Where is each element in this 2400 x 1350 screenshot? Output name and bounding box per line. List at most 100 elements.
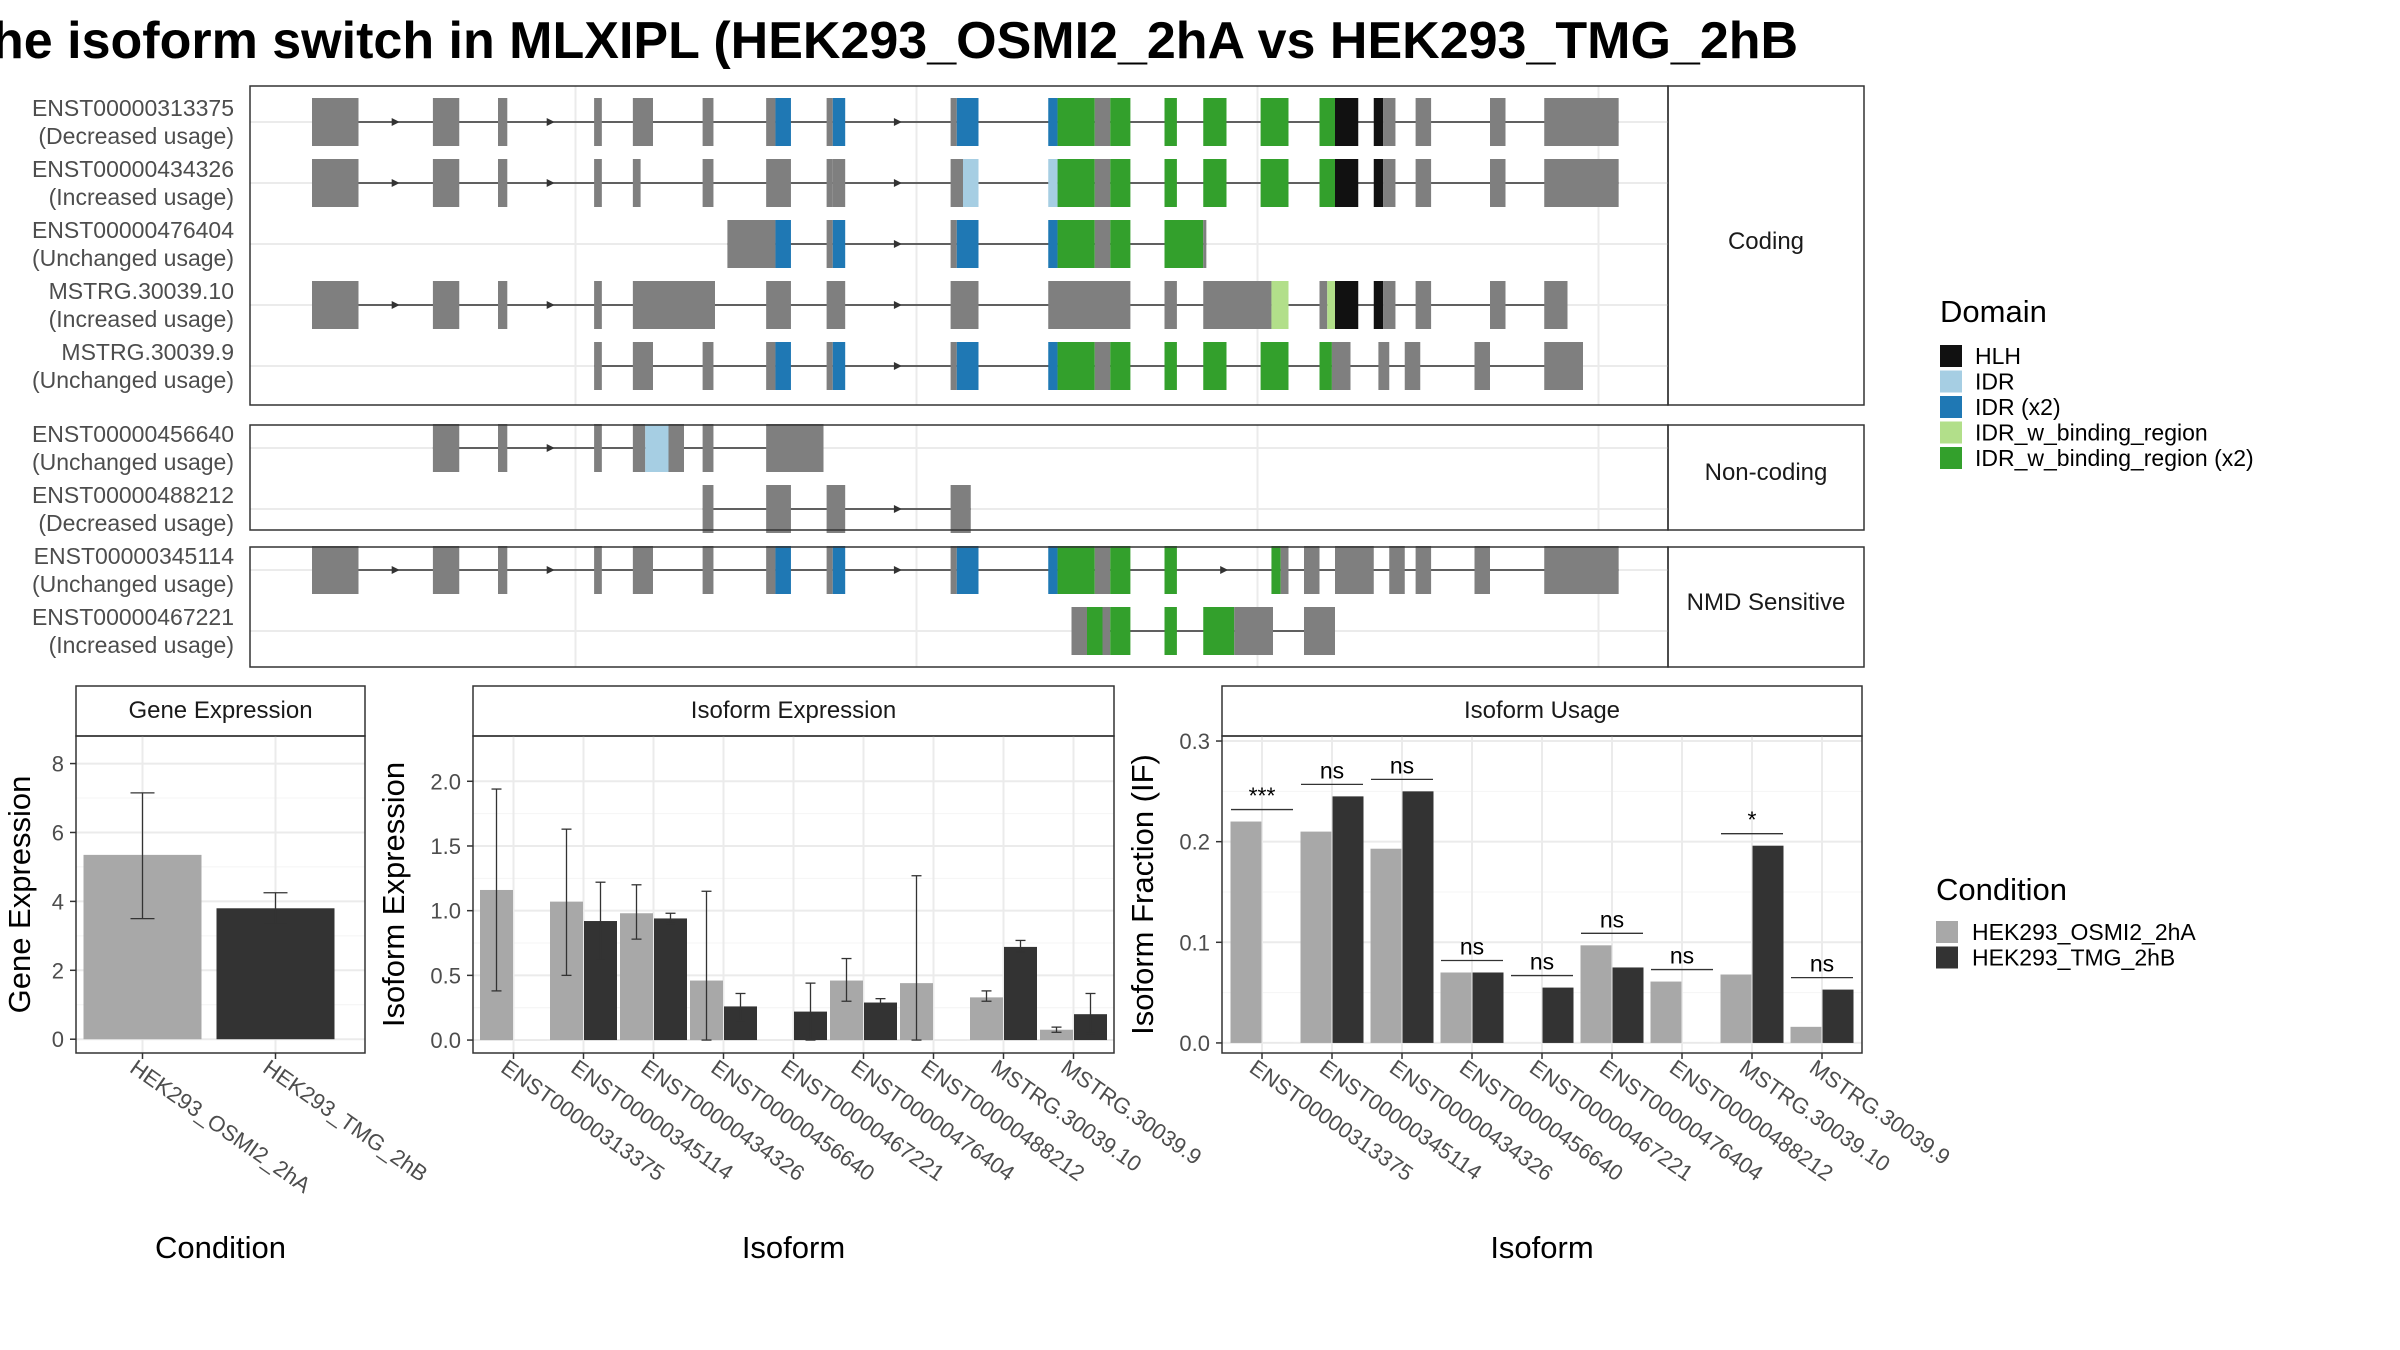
exon-segment: [956, 342, 979, 390]
exon-segment: [594, 424, 602, 472]
y-tick-label: 0.2: [1179, 830, 1210, 855]
direction-arrow: [1220, 566, 1229, 574]
exon-segment: [1415, 98, 1432, 146]
condition-legend-label: HEK293_TMG_2hB: [1972, 945, 2175, 971]
domain-legend-swatch: [1940, 396, 1962, 418]
bar-panel-title: Gene Expression: [128, 697, 312, 724]
exon-segment: [1057, 546, 1095, 594]
exon-segment: [1164, 98, 1177, 146]
exon-segment: [1057, 98, 1095, 146]
exon-segment: [826, 342, 833, 390]
y-tick-label: 8: [52, 752, 64, 777]
significance-label: ns: [1530, 949, 1554, 975]
bar-panel-title: Isoform Expression: [691, 697, 896, 724]
transcript-row: MSTRG.30039.9(Unchanged usage): [32, 339, 1583, 393]
bar: [1004, 946, 1037, 1041]
structure-panel-border: [249, 546, 1669, 668]
exon-segment: [1094, 342, 1111, 390]
y-axis-title: Isoform Expression: [376, 762, 411, 1027]
y-tick-label: 0.1: [1179, 930, 1210, 955]
transcript-row: ENST00000476404(Unchanged usage): [32, 217, 1207, 271]
transcript-id-label: ENST00000488212: [32, 482, 234, 508]
y-tick-label: 0.3: [1179, 729, 1210, 754]
direction-arrow: [391, 301, 400, 309]
exon-segment: [1319, 98, 1335, 146]
direction-arrow: [546, 566, 555, 574]
transcript-id-label: ENST00000345114: [34, 543, 235, 569]
exon-segment: [1415, 281, 1432, 329]
domain-legend-label: IDR (x2): [1975, 394, 2061, 420]
bar: [1332, 796, 1364, 1043]
exon-segment: [1304, 546, 1320, 594]
exon-segment: [432, 424, 460, 472]
direction-arrow: [893, 118, 902, 126]
transcript-usage-label: (Decreased usage): [38, 123, 234, 149]
significance-label: ns: [1810, 951, 1834, 977]
facet-strip: [1667, 424, 1865, 531]
transcript-id-label: MSTRG.30039.10: [49, 278, 234, 304]
bar: [864, 1002, 897, 1041]
significance-label: ns: [1670, 943, 1694, 969]
exon-segment: [826, 159, 833, 207]
transcript-id-label: ENST00000467221: [32, 604, 234, 630]
significance-label: ns: [1600, 906, 1624, 932]
direction-arrow: [893, 240, 902, 248]
y-tick-label: 0: [52, 1027, 64, 1052]
exon-segment: [826, 281, 846, 329]
transcript-row: ENST00000488212(Decreased usage): [32, 482, 971, 536]
transcript-usage-label: (Unchanged usage): [32, 367, 234, 393]
exon-segment: [727, 220, 776, 268]
exon-segment: [632, 342, 653, 390]
bar-panel: Isoform Usage0.00.10.20.3ENST00000313375…: [1125, 685, 1955, 1265]
exon-segment: [1373, 159, 1384, 207]
transcript-usage-label: (Increased usage): [49, 632, 234, 658]
exon-segment: [1490, 159, 1506, 207]
domain-legend-label: IDR: [1975, 369, 2015, 395]
exon-segment: [594, 281, 602, 329]
exon-segment: [1110, 220, 1131, 268]
exon-segment: [668, 424, 684, 472]
exon-segment: [1415, 159, 1432, 207]
exon-segment: [766, 159, 791, 207]
bar-chart-panels: Gene Expression02468HEK293_OSMI2_2hAHEK2…: [2, 685, 1955, 1265]
exon-segment: [1327, 281, 1335, 329]
exon-segment: [1474, 546, 1490, 594]
y-tick-label: 1.0: [430, 899, 461, 924]
exon-segment: [702, 342, 714, 390]
exon-segment: [594, 342, 602, 390]
exon-segment: [1544, 98, 1619, 146]
bar-panel: Isoform Expression0.00.51.01.52.0ENST000…: [376, 685, 1206, 1265]
transcript-row: ENST00000313375(Decreased usage): [32, 95, 1619, 149]
exon-segment: [1544, 281, 1568, 329]
exon-segment: [498, 98, 508, 146]
domain-legend-swatch: [1940, 370, 1962, 393]
exon-segment: [1335, 281, 1359, 329]
exon-segment: [1383, 281, 1396, 329]
exon-segment: [1335, 546, 1374, 594]
exon-segment: [1373, 281, 1384, 329]
exon-segment: [766, 424, 824, 472]
exon-segment: [1383, 98, 1396, 146]
exon-segment: [1203, 342, 1227, 390]
direction-arrow: [893, 566, 902, 574]
exon-segment: [632, 424, 646, 472]
structure-panel-border: [249, 424, 1669, 531]
transcript-row: ENST00000467221(Increased usage): [32, 604, 1335, 658]
exon-segment: [1490, 98, 1506, 146]
y-tick-label: 0.0: [430, 1028, 461, 1053]
exon-segment: [498, 546, 508, 594]
bar-panel-border: [75, 735, 366, 1054]
bar: [1580, 945, 1612, 1043]
facet-strip: [1667, 85, 1865, 406]
facet-strip-label: NMD Sensitive: [1687, 589, 1846, 616]
exon-segment: [702, 424, 714, 472]
exon-segment: [594, 546, 602, 594]
structure-panel-border: [249, 85, 1669, 406]
exon-segment: [826, 220, 833, 268]
exon-segment: [963, 159, 979, 207]
x-axis-title: Condition: [155, 1230, 286, 1265]
exon-segment: [1490, 281, 1506, 329]
bar: [1790, 1026, 1822, 1043]
exon-segment: [1260, 159, 1289, 207]
